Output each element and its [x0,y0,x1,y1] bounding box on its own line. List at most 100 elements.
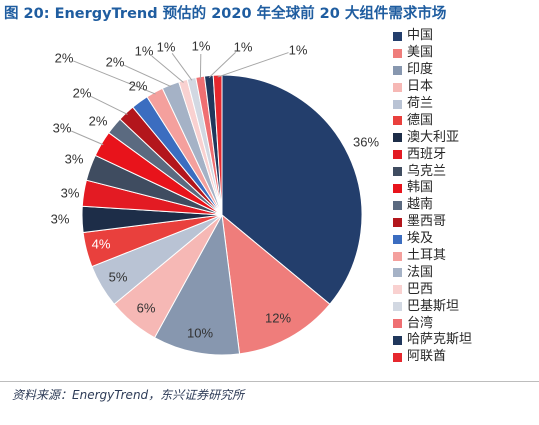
leader-line [171,53,193,81]
legend-swatch [393,167,402,177]
legend-swatch [393,319,402,329]
legend-item: 澳大利亚 [393,129,472,146]
legend-swatch [393,285,402,295]
legend-label: 台湾 [407,315,434,331]
legend-item: 墨西哥 [393,214,472,231]
legend-label: 荷兰 [407,96,434,111]
legend-swatch [393,217,402,227]
legend-item: 越南 [393,197,472,214]
legend-label: 印度 [407,62,434,78]
legend-item: 台湾 [393,315,472,332]
data-label: 1% [135,44,154,59]
legend-label: 埃及 [407,231,434,247]
data-label: 3% [65,152,84,167]
legend-label: 越南 [407,197,434,213]
legend-item: 中国 [393,28,472,45]
legend-item: 韩国 [393,180,472,197]
data-label: 5% [109,270,128,285]
legend-item: 德国 [393,112,472,129]
data-label: 10% [187,326,213,341]
legend-swatch [393,31,402,41]
legend-item: 日本 [393,79,472,96]
leader-line [217,52,289,78]
legend-label: 阿联酋 [407,349,447,365]
legend-label: 乌克兰 [407,163,447,179]
legend-label: 巴西 [407,281,434,297]
data-label: 36% [353,135,379,150]
legend-item: 巴基斯坦 [393,298,472,315]
data-label: 12% [265,311,291,326]
leader-line [71,130,104,146]
legend-item: 荷兰 [393,96,472,113]
legend-swatch [393,183,402,193]
legend-item: 巴西 [393,281,472,298]
legend-item: 埃及 [393,231,472,248]
pie-slice [212,74,223,216]
data-label: 2% [129,79,148,94]
leader-line [73,60,156,95]
legend-label: 日本 [407,79,434,95]
legend-swatch [393,352,402,362]
data-label: 2% [55,51,74,66]
legend-swatch [393,133,402,143]
legend-label: 美国 [407,45,434,61]
legend-swatch [393,65,402,75]
pie-slice [153,213,241,356]
legend-label: 德国 [407,112,434,128]
legend-item: 土耳其 [393,248,472,265]
data-label: 1% [157,40,176,55]
legend-label: 韩国 [407,180,434,196]
legend-swatch [393,99,402,109]
legend-item: 美国 [393,45,472,62]
data-label: 4% [92,237,111,252]
legend-swatch [393,200,402,210]
source-note: 资料来源：EnergyTrend，东兴证券研究所 [12,388,245,402]
legend-label: 西班牙 [407,146,447,162]
legend-label: 巴基斯坦 [407,298,460,314]
pie-slice [221,213,331,355]
pie-slice [221,74,363,305]
data-label: 2% [89,114,108,129]
leader-line [151,55,184,83]
legend-label: 土耳其 [407,248,447,264]
data-label: 3% [53,121,72,136]
legend-swatch [393,48,402,58]
legend-label: 哈萨克斯坦 [407,332,473,348]
leader-line [90,95,128,115]
legend-label: 中国 [407,28,434,44]
data-labels: 36%12%10%6%5%4%3%3%3%3% 2%2% 2%2% 2%1% 1% 1% 1… [51,39,380,341]
legend-swatch [393,268,402,278]
legend-item: 乌克兰 [393,163,472,180]
legend-item: 法国 [393,264,472,281]
pie-chart: 36%12%10%6%5%4%3%3%3%3% 2%2% 2%2% 2%1% 1% 1% 1… [51,39,380,356]
legend-item: 哈萨克斯坦 [393,332,472,349]
leader-line [123,64,172,88]
data-label: 3% [51,212,70,227]
data-label: 1% [234,40,253,55]
legend-item: 西班牙 [393,146,472,163]
legend-label: 法国 [407,264,434,280]
legend-swatch [393,251,402,261]
legend-swatch [393,82,402,92]
pie-slices [81,74,363,356]
data-label: 2% [73,86,92,101]
divider-line [0,381,539,382]
legend-item: 印度 [393,62,472,79]
data-label: 6% [137,301,156,316]
data-label: 2% [106,55,125,70]
legend-swatch [393,150,402,160]
legend-item: 阿联酋 [393,349,472,366]
data-label: 1% [192,39,211,54]
leader-line [208,51,236,78]
legend-label: 墨西哥 [407,214,447,230]
figure-title: 图 20: EnergyTrend 预估的 2020 年全球前 20 大组件需求… [4,6,447,22]
legend-swatch [393,335,402,345]
data-label: 1% [289,43,308,58]
chart-legend: 中国 美国 印度 日本 荷兰 德国 澳大利亚 西班牙 乌克兰 韩国 越南 墨西哥 埃及 土耳其 法国 巴西 巴基… [393,28,472,366]
data-label: 3% [61,186,80,201]
legend-swatch [393,234,402,244]
legend-swatch [393,116,402,126]
leader-lines [71,51,289,146]
legend-label: 澳大利亚 [407,129,460,145]
legend-swatch [393,302,402,312]
